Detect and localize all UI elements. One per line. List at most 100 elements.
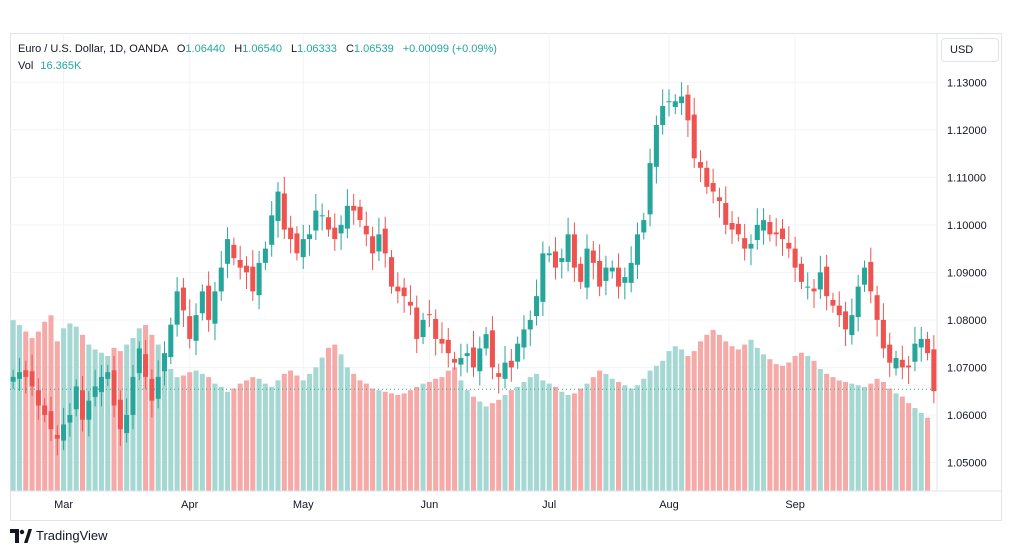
candle[interactable] <box>388 250 395 294</box>
candle[interactable] <box>16 357 22 391</box>
candle[interactable] <box>925 331 931 361</box>
candle[interactable] <box>931 335 937 404</box>
candle[interactable] <box>243 256 250 290</box>
candle[interactable] <box>817 255 823 299</box>
currency-button[interactable]: USD <box>941 38 999 62</box>
candle[interactable] <box>628 246 634 293</box>
candle[interactable] <box>622 267 628 300</box>
candle[interactable] <box>855 274 861 332</box>
candle[interactable] <box>748 234 754 266</box>
candle[interactable] <box>590 241 596 280</box>
candle[interactable] <box>603 255 609 296</box>
candle[interactable] <box>779 219 786 256</box>
candle[interactable] <box>407 285 413 316</box>
candle[interactable] <box>515 336 521 369</box>
candle[interactable] <box>874 285 880 337</box>
candle[interactable] <box>647 148 653 227</box>
candle[interactable] <box>723 186 729 235</box>
candle[interactable] <box>849 298 855 345</box>
candle[interactable] <box>124 398 130 443</box>
candle[interactable] <box>464 343 470 373</box>
candle[interactable] <box>805 272 811 300</box>
candle[interactable] <box>288 215 294 254</box>
candle[interactable] <box>376 217 382 261</box>
candle[interactable] <box>187 299 193 349</box>
candle[interactable] <box>168 317 174 365</box>
candle[interactable] <box>155 360 161 409</box>
candle[interactable] <box>496 363 502 394</box>
candle[interactable] <box>307 224 313 256</box>
candle[interactable] <box>48 396 54 442</box>
candle[interactable] <box>912 327 918 372</box>
candle[interactable] <box>338 215 344 251</box>
candle[interactable] <box>319 203 325 231</box>
candle[interactable] <box>470 330 477 377</box>
candle[interactable] <box>130 365 136 430</box>
candle[interactable] <box>439 322 445 354</box>
brand[interactable]: TradingView <box>10 528 108 543</box>
candle[interactable] <box>117 390 123 446</box>
candle[interactable] <box>420 312 426 345</box>
candle[interactable] <box>634 222 640 280</box>
candle[interactable] <box>136 341 142 381</box>
candle[interactable] <box>111 356 117 418</box>
candle[interactable] <box>792 236 798 282</box>
candle[interactable] <box>489 316 495 380</box>
candle[interactable] <box>357 199 363 228</box>
candle[interactable] <box>798 256 804 290</box>
candle[interactable] <box>578 256 584 290</box>
candle[interactable] <box>836 291 842 328</box>
candle[interactable] <box>546 246 552 263</box>
candle[interactable] <box>193 303 199 356</box>
candle[interactable] <box>786 226 792 259</box>
candle[interactable] <box>92 369 98 407</box>
candle[interactable] <box>597 244 603 297</box>
candle[interactable] <box>269 201 275 257</box>
candle[interactable] <box>729 211 735 244</box>
candle[interactable] <box>527 310 533 347</box>
candle[interactable] <box>73 379 79 417</box>
candle[interactable] <box>79 375 86 432</box>
candle[interactable] <box>54 425 60 456</box>
candle[interactable] <box>10 369 16 389</box>
candle[interactable] <box>206 271 212 332</box>
candle[interactable] <box>697 150 704 183</box>
candle[interactable] <box>710 168 716 204</box>
candle[interactable] <box>704 160 710 194</box>
candle[interactable] <box>61 407 67 451</box>
candle[interactable] <box>174 277 180 337</box>
candle[interactable] <box>426 299 432 328</box>
candle-series[interactable] <box>10 82 937 456</box>
candle[interactable] <box>477 336 483 386</box>
candle[interactable] <box>86 391 92 437</box>
candle[interactable] <box>395 272 401 304</box>
candle[interactable] <box>843 301 849 347</box>
candle[interactable] <box>584 234 590 300</box>
candle[interactable] <box>773 218 779 247</box>
candle[interactable] <box>294 226 300 261</box>
candle[interactable] <box>250 250 256 301</box>
candle[interactable] <box>29 354 35 396</box>
candle[interactable] <box>660 89 666 135</box>
candle[interactable] <box>483 327 489 356</box>
candle[interactable] <box>313 193 319 241</box>
candle[interactable] <box>98 365 104 407</box>
candle[interactable] <box>899 345 905 380</box>
candle[interactable] <box>445 327 451 368</box>
candle[interactable] <box>830 292 836 313</box>
candle[interactable] <box>275 182 281 238</box>
candle[interactable] <box>225 227 231 279</box>
candle[interactable] <box>199 284 205 321</box>
candle[interactable] <box>508 348 514 382</box>
candle[interactable] <box>540 241 546 317</box>
candle[interactable] <box>401 278 407 313</box>
candle[interactable] <box>332 213 338 251</box>
candle[interactable] <box>237 245 243 280</box>
price-chart[interactable]: 1.13000 1.12000 1.11000 1.10000 1.09000 1.080… <box>10 33 1002 521</box>
candle[interactable] <box>754 208 760 250</box>
candle[interactable] <box>35 378 41 420</box>
candle[interactable] <box>679 82 685 116</box>
candle[interactable] <box>811 279 817 309</box>
candle[interactable] <box>672 94 678 115</box>
candle[interactable] <box>149 369 155 418</box>
